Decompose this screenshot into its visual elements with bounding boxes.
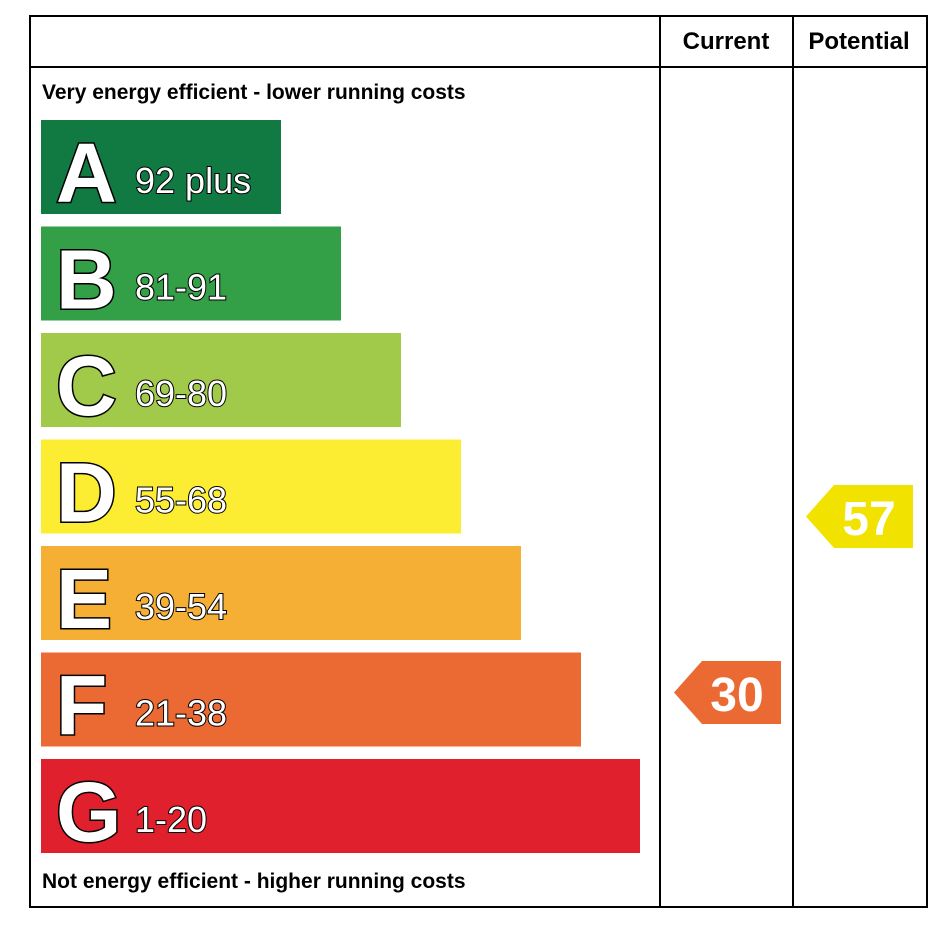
band-e: E 39-54 [41,546,521,648]
band-range: 21-38 [135,693,227,734]
current-header: Current [683,28,770,55]
band-bar [41,226,341,321]
band-range: 69-80 [135,373,227,414]
band-letter: D [56,446,117,540]
band-range: 1-20 [135,799,207,840]
band-letter: A [56,126,117,220]
potential-header: Potential [808,28,909,55]
band-bar [41,546,521,640]
band-g: G 1-20 [41,759,640,861]
band-letter: E [56,552,112,646]
potential-rating-arrow: 57 [806,485,913,548]
band-d: D 55-68 [41,439,461,541]
potential-arrow-shape [806,485,913,548]
bottom-note: Not energy efficient - higher running co… [42,870,466,893]
band-bar [41,759,640,853]
current-rating-arrow: 30 [674,661,781,724]
band-a: A 92 plus [41,120,281,222]
current-score: 30 [710,669,763,722]
band-letter: F [56,659,107,753]
top-note: Very energy efficient - lower running co… [42,81,466,104]
current-arrow-shape [674,661,781,724]
band-c: C 69-80 [41,333,401,435]
band-bar [41,120,281,214]
band-range: 39-54 [135,586,227,627]
band-letter: B [56,233,117,327]
potential-score: 57 [842,493,895,546]
band-letter: C [56,339,117,433]
band-b: B 81-91 [41,226,341,328]
band-range: 81-91 [135,267,227,308]
band-bar [41,652,581,747]
band-range: 92 plus [135,160,251,201]
band-range: 55-68 [135,480,227,521]
band-letter: G [56,765,121,859]
band-bar [41,333,401,427]
band-bar [41,439,461,534]
band-f: F 21-38 [41,652,581,754]
chart-frame [29,15,928,908]
